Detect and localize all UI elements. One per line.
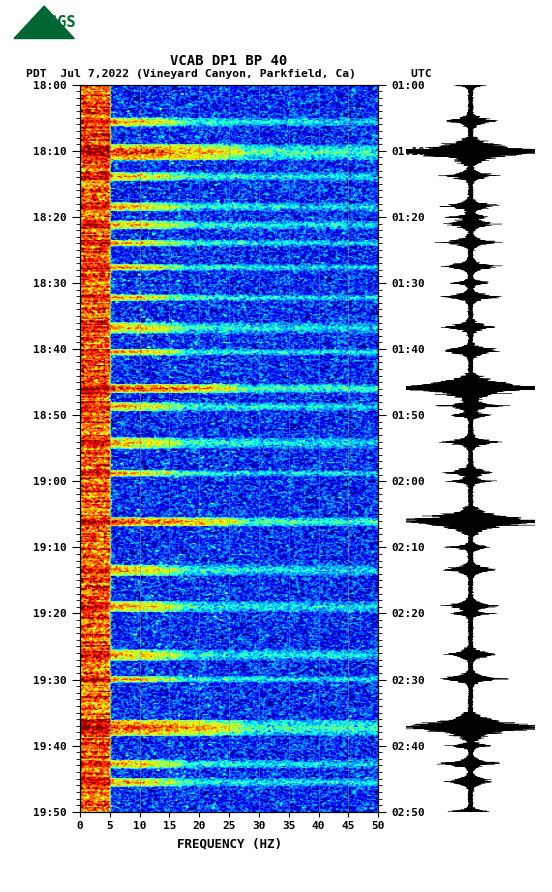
Text: VCAB DP1 BP 40: VCAB DP1 BP 40 (171, 54, 288, 68)
X-axis label: FREQUENCY (HZ): FREQUENCY (HZ) (177, 837, 282, 850)
Text: USGS: USGS (39, 15, 76, 29)
Polygon shape (14, 6, 75, 38)
Text: PDT  Jul 7,2022 (Vineyard Canyon, Parkfield, Ca)        UTC: PDT Jul 7,2022 (Vineyard Canyon, Parkfie… (26, 69, 432, 79)
